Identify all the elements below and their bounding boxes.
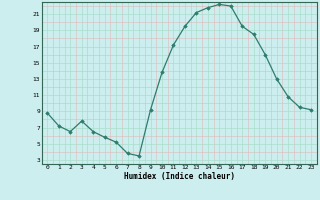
X-axis label: Humidex (Indice chaleur): Humidex (Indice chaleur) bbox=[124, 172, 235, 181]
